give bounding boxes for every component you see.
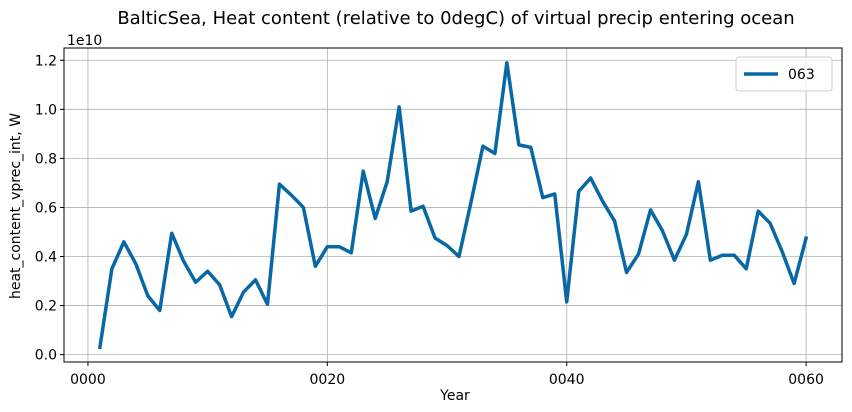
y-tick-label: 0.2 bbox=[35, 299, 57, 315]
legend-label-063: 063 bbox=[788, 67, 815, 83]
legend-box bbox=[735, 56, 833, 92]
y-tick-label: 0.8 bbox=[35, 151, 57, 167]
y-tick-label: 1.2 bbox=[35, 53, 57, 69]
x-axis: 0000 0020 0040 0060 bbox=[70, 362, 824, 388]
y-axis-label: heat_content_vprec_int, W bbox=[8, 113, 24, 299]
grid bbox=[64, 48, 842, 362]
x-tick-label: 0060 bbox=[788, 372, 824, 388]
series-layer bbox=[97, 60, 809, 350]
y-tick-label: 0.4 bbox=[35, 250, 57, 266]
x-tick-label: 0020 bbox=[310, 372, 346, 388]
chart-title: BalticSea, Heat content (relative to 0de… bbox=[117, 8, 794, 29]
series-line-063 bbox=[97, 60, 809, 350]
x-tick-label: 0040 bbox=[549, 372, 585, 388]
x-tick-label: 0000 bbox=[70, 372, 106, 388]
x-axis-label: Year bbox=[439, 388, 470, 404]
y-tick-label: 1.0 bbox=[35, 102, 57, 118]
y-tick-label: 0.0 bbox=[35, 348, 57, 364]
y-offset-label: 1e10 bbox=[67, 33, 102, 49]
y-tick-label: 0.6 bbox=[35, 200, 57, 216]
y-axis: 0.0 0.2 0.4 0.6 0.8 1.0 1.2 bbox=[35, 53, 64, 364]
plot-frame bbox=[63, 47, 843, 363]
legend: 063 bbox=[735, 56, 833, 92]
